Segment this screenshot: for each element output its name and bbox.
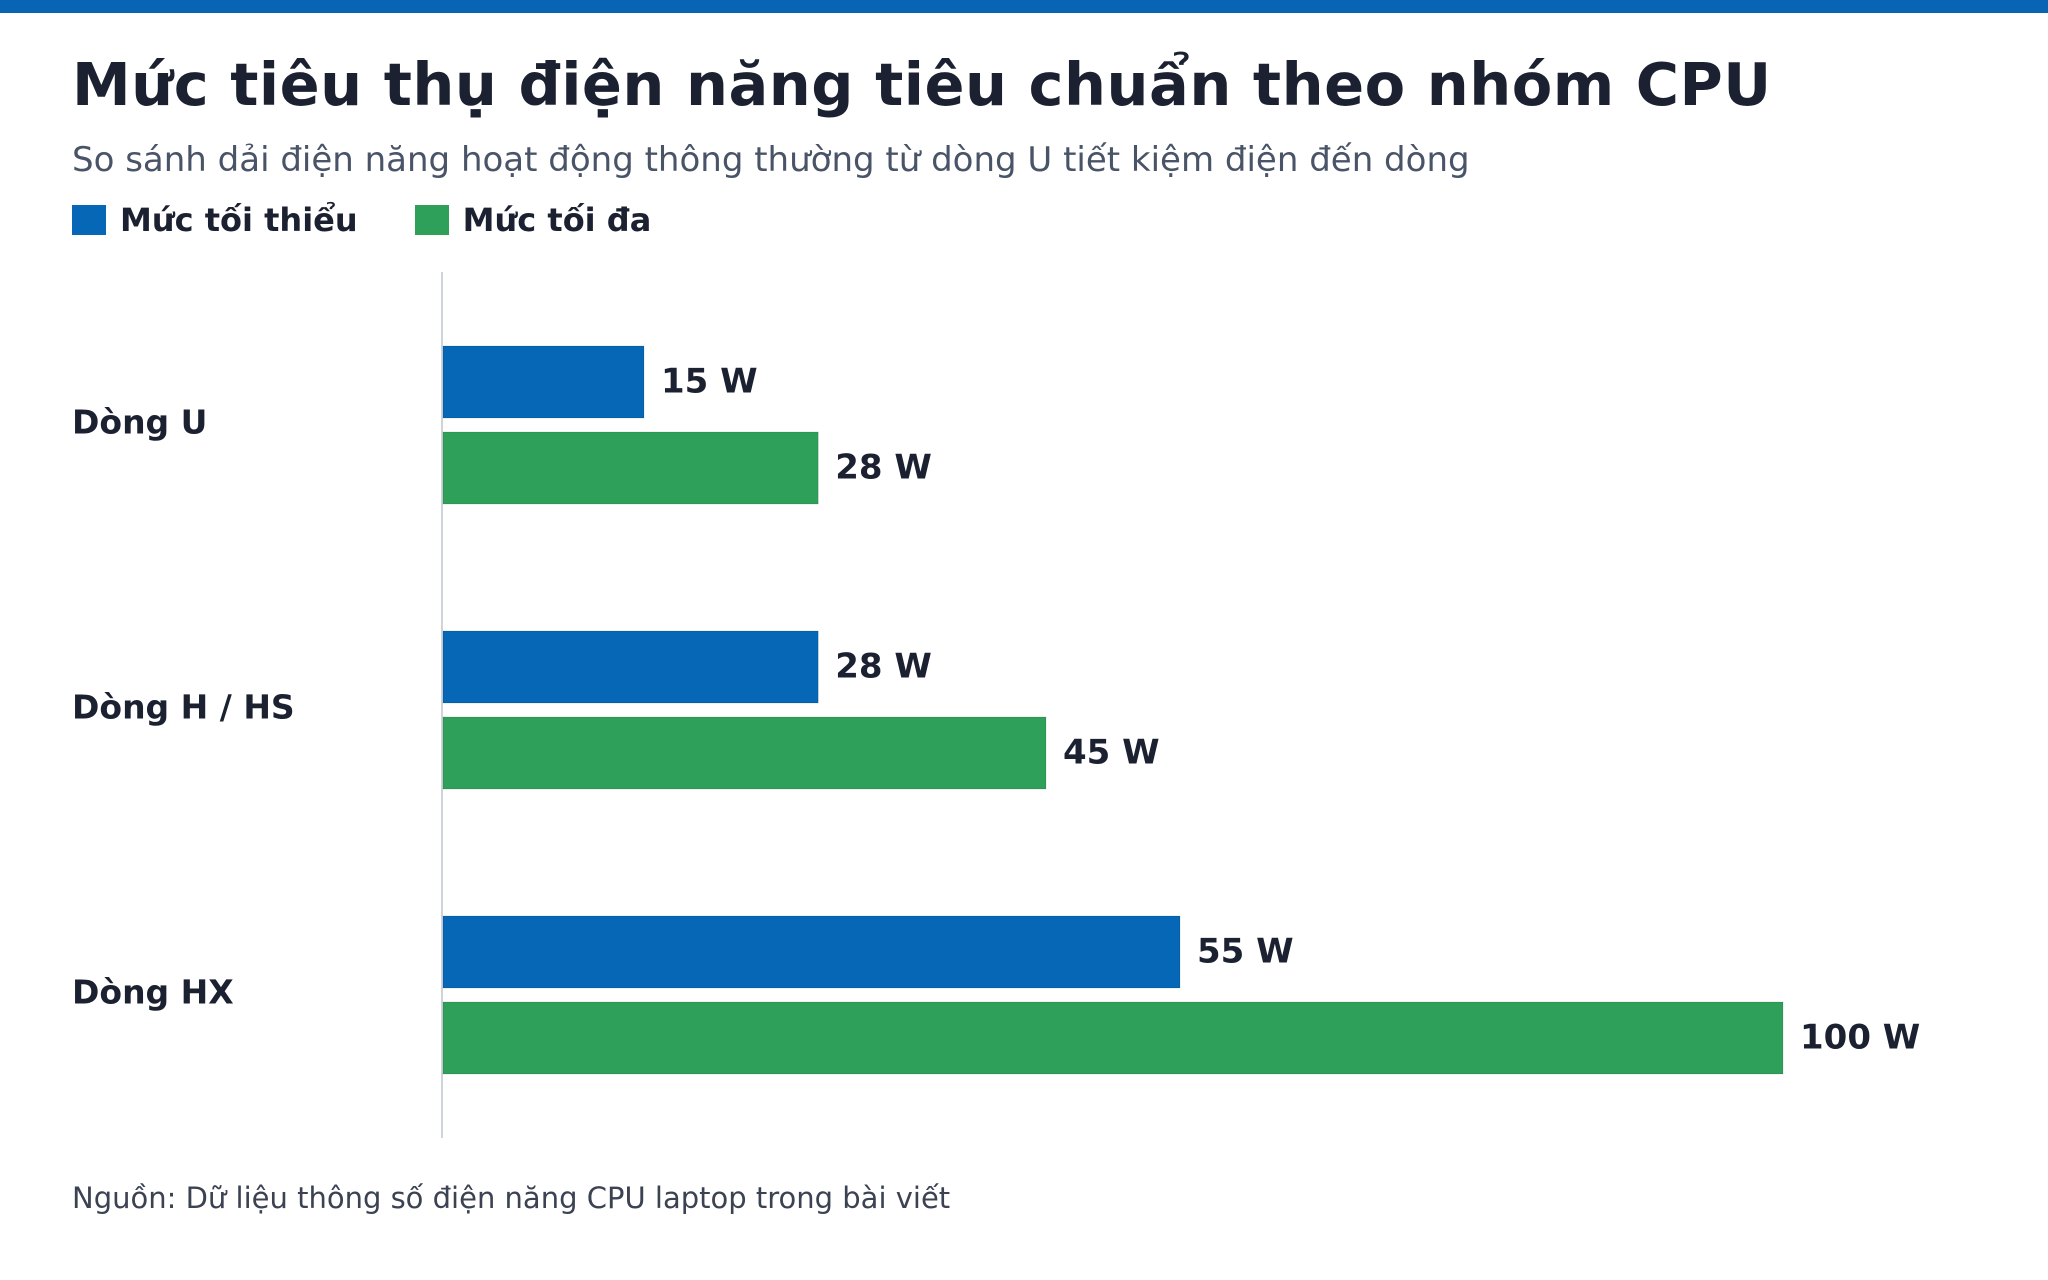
legend-label-min: Mức tối thiểu bbox=[120, 201, 358, 239]
bar-min bbox=[442, 345, 645, 419]
bar-value-label: 55 W bbox=[1197, 932, 1294, 972]
bar-min bbox=[442, 915, 1181, 989]
category-label: Dòng H / HS bbox=[72, 688, 295, 727]
top-accent-bar bbox=[0, 0, 2048, 13]
bar-max bbox=[442, 431, 819, 505]
bar-max bbox=[442, 1001, 1784, 1075]
category-label: Dòng HX bbox=[72, 973, 234, 1012]
chart-subtitle: So sánh dải điện năng hoạt động thông th… bbox=[72, 140, 1470, 180]
bar-value-label: 15 W bbox=[661, 362, 758, 402]
chart-title: Mức tiêu thụ điện năng tiêu chuẩn theo n… bbox=[72, 50, 1772, 119]
legend-swatch-min bbox=[72, 205, 106, 235]
bar-value-label: 28 W bbox=[835, 448, 932, 488]
category-label: Dòng U bbox=[72, 403, 207, 442]
legend-swatch-max bbox=[414, 205, 449, 235]
legend-label-max: Mức tối đa bbox=[462, 201, 652, 239]
legend-item-min: Mức tối thiểu bbox=[72, 201, 358, 239]
bar-value-label: 28 W bbox=[835, 647, 932, 687]
bar-value-label: 100 W bbox=[1800, 1018, 1920, 1058]
bar-min bbox=[442, 630, 819, 704]
chart-legend: Mức tối thiểu Mức tối đa bbox=[72, 197, 708, 243]
legend-item-max: Mức tối đa bbox=[414, 201, 652, 239]
bar-max bbox=[442, 716, 1047, 790]
bar-value-label: 45 W bbox=[1063, 733, 1160, 773]
source-note: Nguồn: Dữ liệu thông số điện năng CPU la… bbox=[72, 1181, 951, 1215]
